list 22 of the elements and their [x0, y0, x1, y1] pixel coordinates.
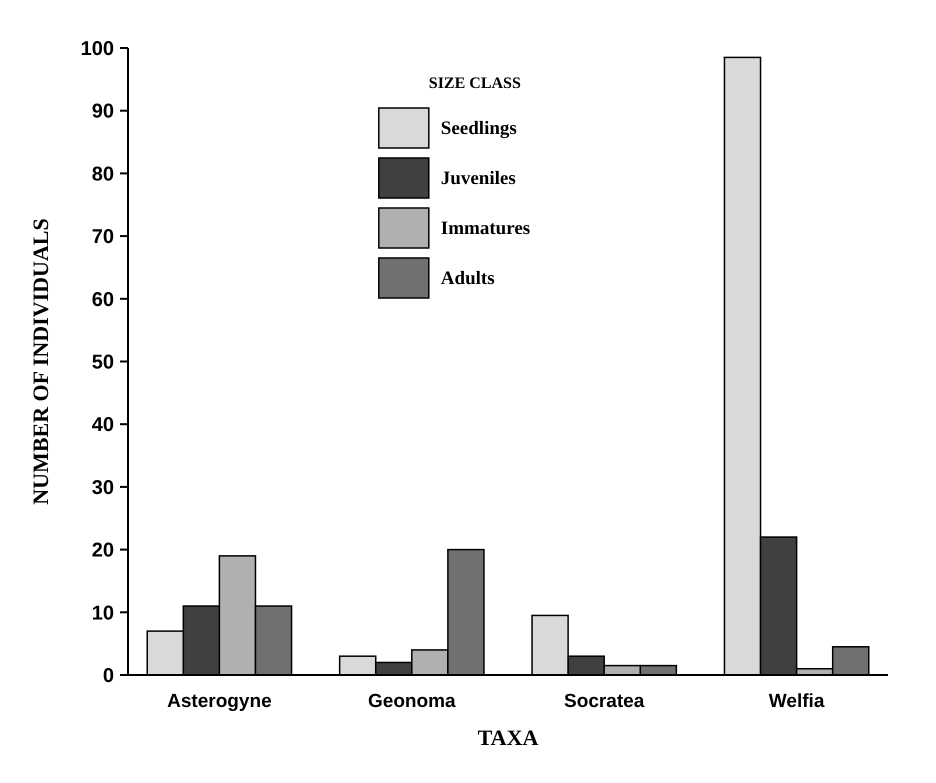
y-tick-label: 50 [92, 352, 114, 374]
y-tick-label: 80 [92, 163, 114, 186]
y-tick-label: 40 [92, 414, 114, 436]
legend-title: SIZE CLASS [428, 75, 521, 92]
legend-label: Juveniles [440, 168, 516, 189]
legend-label: Seedlings [440, 118, 517, 139]
y-axis-title: NUMBER OF INDIVIDUALS [28, 218, 53, 505]
y-tick-label: 70 [92, 226, 114, 248]
legend-label: Adults [440, 268, 495, 289]
y-tick-label: 90 [92, 100, 114, 123]
y-tick-label: 100 [80, 38, 114, 60]
x-tick-label: Welfia [768, 691, 825, 712]
y-tick-label: 0 [102, 665, 114, 687]
legend-label: Immatures [440, 218, 530, 239]
x-tick-label: Socratea [564, 691, 645, 712]
y-tick-label: 20 [92, 540, 114, 562]
y-tick-label: 10 [92, 602, 114, 624]
x-axis-title: TAXA [478, 725, 538, 750]
x-tick-label: Asterogyne [167, 691, 272, 712]
x-tick-label: Geonoma [368, 691, 456, 712]
y-tick-label: 60 [92, 288, 114, 311]
y-tick-label: 30 [92, 476, 114, 499]
